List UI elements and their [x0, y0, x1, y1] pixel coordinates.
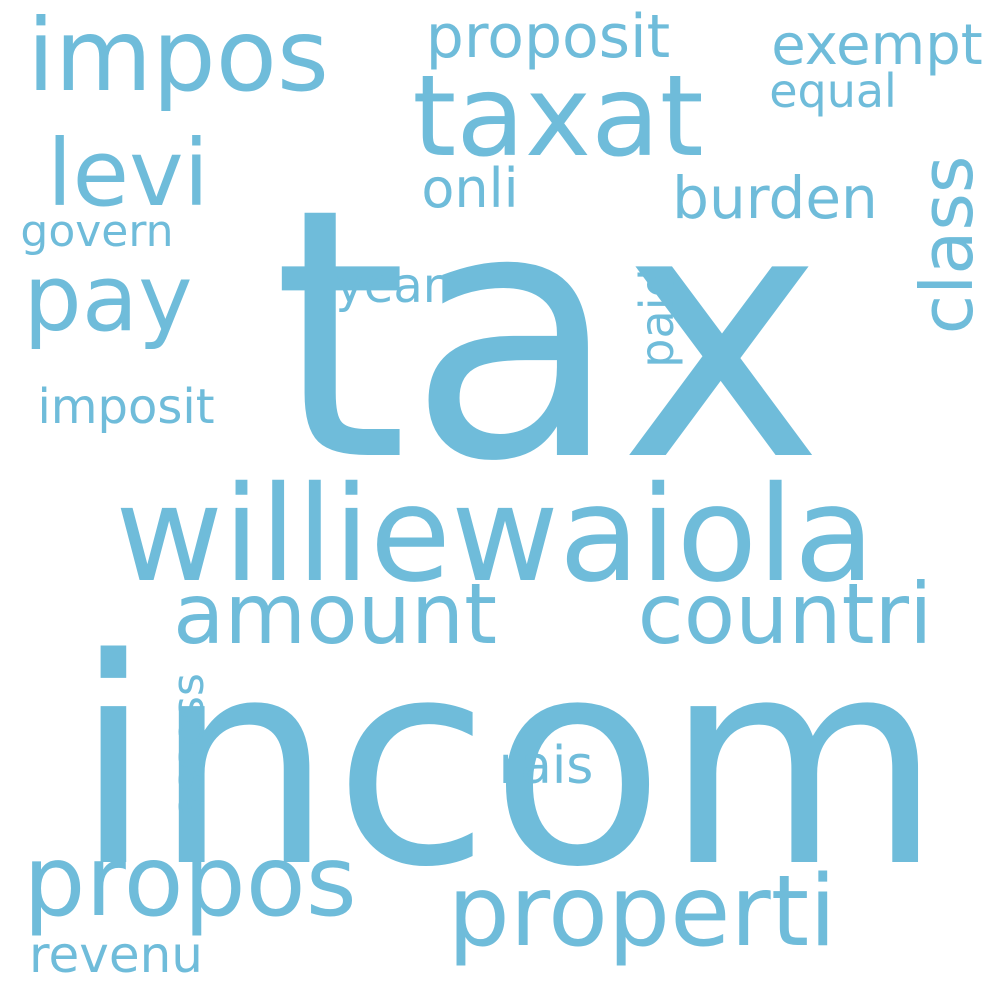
word-imposit: imposit [37, 379, 214, 435]
word-equal: equal [769, 64, 897, 118]
word-assess: assess [163, 673, 214, 819]
word-rais: rais [499, 736, 594, 796]
word-onli: onli [421, 157, 518, 220]
word-proposit: proposit [426, 2, 670, 72]
word-levi: levi [47, 120, 209, 227]
word-countri: countri [638, 565, 933, 663]
word-propos: propos [23, 825, 357, 939]
word-paid: paid [630, 268, 684, 367]
word-exempt: exempt [771, 13, 982, 78]
word-amount: amount [173, 565, 497, 663]
word-year: year [335, 258, 442, 314]
word-burden: burden [672, 164, 878, 232]
word-williewaiola: williewaiola [115, 458, 875, 612]
word-tax: tax [273, 136, 824, 537]
word-taxat: taxat [412, 52, 703, 182]
word-class: class [905, 156, 989, 335]
word-revenu: revenu [29, 926, 203, 984]
word-impos: impos [27, 0, 329, 114]
word-pay: pay [23, 245, 192, 352]
word-govern: govern [20, 206, 173, 257]
word-incom: incom [74, 598, 943, 930]
word-properti: properti [448, 855, 837, 969]
